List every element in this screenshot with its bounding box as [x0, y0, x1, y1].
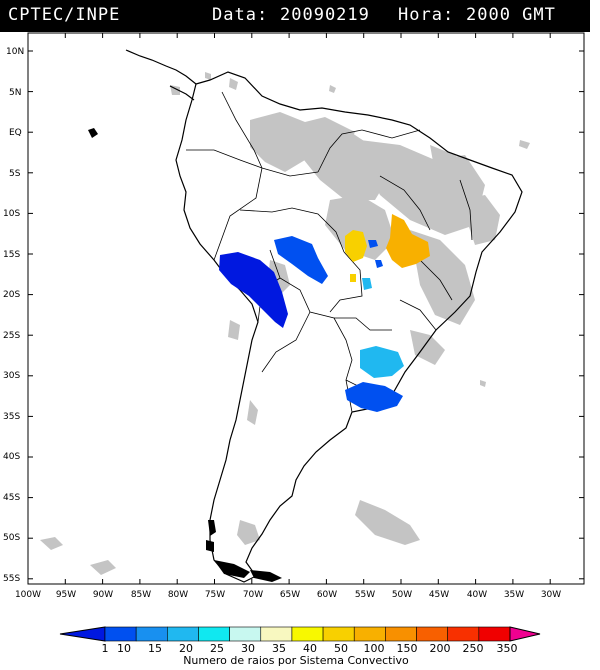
lat-label: 20S — [3, 290, 20, 300]
legend-swatch — [416, 626, 448, 642]
longitude-labels: 100W 95W 90W 85W 80W 75W 70W 65W 60W 55W… — [15, 590, 561, 600]
legend-swatch — [135, 626, 168, 642]
lat-label: 10S — [3, 209, 20, 219]
legend-swatch — [353, 626, 386, 642]
legend-label: 15 — [148, 642, 162, 655]
legend-swatch — [104, 626, 137, 642]
lat-label: 40S — [3, 452, 20, 462]
lon-label: 70W — [243, 590, 263, 600]
legend-label: 25 — [210, 642, 224, 655]
lon-tick-marks — [27, 33, 551, 584]
lat-tick-marks — [28, 50, 584, 580]
legend-swatch — [385, 626, 417, 642]
central-america-outline — [125, 49, 197, 85]
lon-label: 90W — [93, 590, 113, 600]
legend-arrow-left — [59, 626, 106, 642]
legend-swatch — [260, 626, 293, 642]
legend-swatch — [291, 626, 324, 642]
source-title: CPTEC/INPE — [8, 5, 121, 25]
legend-swatch — [447, 626, 480, 642]
hour-label: Hora: — [398, 5, 455, 25]
legend-label: 30 — [241, 642, 255, 655]
lon-label: 40W — [467, 590, 487, 600]
legend-label: 100 — [364, 642, 385, 655]
color-legend — [59, 626, 541, 642]
date-value: 20090219 — [280, 5, 370, 25]
lat-label: 30S — [3, 371, 20, 381]
lon-label: 50W — [392, 590, 412, 600]
lon-label: 45W — [429, 590, 449, 600]
cloud-areas — [40, 72, 530, 575]
legend-label: 40 — [303, 642, 317, 655]
lon-label: 30W — [541, 590, 561, 600]
lon-label: 75W — [205, 590, 225, 600]
legend-label: 150 — [397, 642, 418, 655]
convective-systems — [219, 214, 430, 412]
legend-swatch — [322, 626, 355, 642]
legend-label: 250 — [463, 642, 484, 655]
legend-swatch — [478, 626, 511, 642]
map-frame — [27, 32, 585, 585]
legend-title: Numero de raios por Sistema Convectivo — [183, 654, 409, 667]
latitude-labels: 10N 5N EQ 5S 10S 15S 20S 25S 30S 35S 40S… — [3, 47, 24, 584]
lon-label: 85W — [131, 590, 151, 600]
lat-label: 35S — [3, 412, 20, 422]
legend-swatch — [167, 626, 199, 642]
lon-label: 35W — [504, 590, 524, 600]
lon-label: 100W — [15, 590, 41, 600]
hour-value: 2000 GMT — [466, 5, 556, 25]
lat-label: 50S — [3, 533, 20, 543]
legend-label: 1 — [102, 642, 109, 655]
lat-label: 15S — [3, 250, 20, 260]
caribbean-outline — [169, 85, 195, 101]
lon-label: 65W — [280, 590, 300, 600]
lat-label: EQ — [9, 128, 22, 138]
legend-label: 10 — [117, 642, 131, 655]
lat-label: 10N — [6, 47, 24, 57]
lon-label: 60W — [317, 590, 337, 600]
lon-label: 95W — [56, 590, 76, 600]
legend-labels: 1 10 15 20 25 30 35 40 50 100 150 200 25… — [102, 642, 518, 655]
legend-label: 20 — [179, 642, 193, 655]
lon-label: 80W — [168, 590, 188, 600]
map-header: CPTEC/INPE Data: 20090219 Hora: 2000 GMT — [0, 0, 590, 32]
legend-swatch — [198, 626, 230, 642]
legend-label: 200 — [430, 642, 451, 655]
lon-label: 55W — [355, 590, 375, 600]
lat-label: 45S — [3, 493, 20, 503]
lat-label: 5N — [9, 88, 21, 98]
southern-islands — [88, 128, 282, 582]
legend-label: 350 — [497, 642, 518, 655]
legend-label: 50 — [334, 642, 348, 655]
legend-label: 35 — [272, 642, 286, 655]
legend-arrow-right — [509, 626, 541, 642]
legend-swatch — [229, 626, 262, 642]
lat-label: 55S — [3, 574, 20, 584]
date-label: Data: — [212, 5, 269, 25]
lat-label: 25S — [3, 331, 20, 341]
lat-label: 5S — [9, 169, 21, 179]
